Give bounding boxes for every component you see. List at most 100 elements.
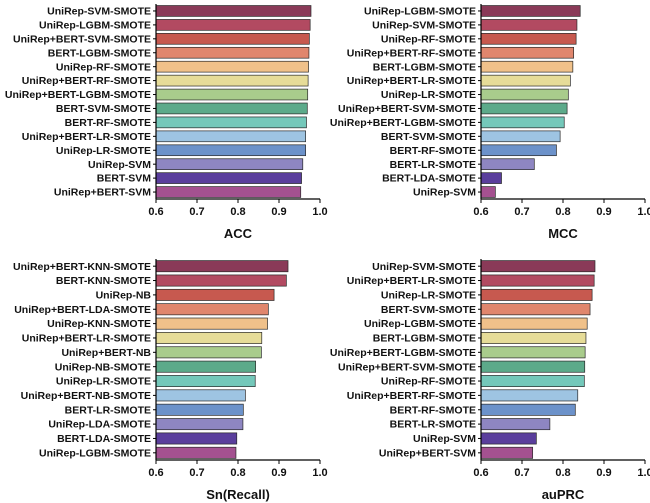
bar [155, 432, 238, 445]
x-tick-label: 0.8 [230, 467, 245, 479]
bar [480, 144, 557, 157]
category-label: UniRep+BERT-KNN-SMOTE [13, 261, 151, 273]
category-label: BERT-LR-SMOTE [390, 419, 476, 431]
bar [480, 186, 496, 198]
x-tick-label: 0.6 [473, 467, 488, 479]
x-tick-label: 0.9 [271, 206, 286, 218]
chart-panel-4: UniRep-SVM-SMOTE UniRep+BERT-LR-SMOTE UniR… [330, 259, 650, 502]
bar [480, 274, 595, 287]
bar [155, 116, 307, 129]
bar [480, 446, 534, 459]
category-label: BERT-LDA-SMOTE [382, 173, 476, 185]
category-label: UniRep-LR-SMOTE [381, 289, 476, 301]
category-label: UniRep-LR-SMOTE [56, 376, 151, 388]
category-label: UniRep+BERT-LR-SMOTE [22, 131, 151, 143]
bar [155, 74, 309, 87]
bar [155, 60, 309, 73]
category-label: UniRep-RF-SMOTE [381, 33, 476, 45]
category-label: UniRep-RF-SMOTE [56, 61, 151, 73]
category-label: BERT-LGBM-SMOTE [373, 333, 476, 345]
category-label: BERT-LR-SMOTE [390, 159, 476, 171]
bar [480, 88, 569, 101]
category-label: UniRep-LGBM-SMOTE [39, 19, 151, 31]
axis-title: MCC [548, 226, 578, 241]
x-tick-label: 0.7 [514, 206, 529, 218]
axis-title: Sn(Recall) [206, 487, 270, 502]
category-label: UniRep+BERT-SVM-SMOTE [338, 361, 476, 373]
category-label: UniRep-RF-SMOTE [381, 376, 476, 388]
category-label: UniRep-LGBM-SMOTE [364, 318, 476, 330]
category-label: BERT-LR-SMOTE [65, 404, 151, 416]
bar [155, 88, 309, 101]
bar [155, 144, 306, 157]
x-tick-label: 0.9 [596, 206, 611, 218]
bar [480, 33, 577, 45]
category-label: UniRep+BERT-NB-SMOTE [21, 390, 151, 402]
x-tick-label: 0.8 [555, 467, 570, 479]
bar [480, 260, 596, 273]
category-label: UniRep-KNN-SMOTE [47, 318, 151, 330]
x-tick-label: 1.0 [637, 206, 650, 218]
bar [480, 303, 591, 316]
x-tick-label: 0.6 [473, 206, 488, 218]
bar [155, 274, 287, 287]
bar [155, 403, 244, 416]
category-label: BERT-SVM [97, 173, 152, 185]
bar [155, 186, 302, 198]
bar [155, 317, 268, 330]
category-label: BERT-SVM-SMOTE [56, 103, 151, 115]
bar [480, 172, 502, 184]
category-label: UniRep+BERT-LR-SMOTE [22, 333, 151, 345]
category-label: UniRep-SVM [88, 159, 151, 171]
bar [480, 317, 588, 330]
category-label: UniRep-LGBM-SMOTE [39, 447, 151, 459]
category-label: UniRep+BERT-LGBM-SMOTE [330, 117, 476, 129]
x-tick-label: 0.8 [555, 206, 570, 218]
category-label: UniRep+BERT-RF-SMOTE [347, 390, 476, 402]
bar [480, 332, 587, 344]
category-label: UniRep-LR-SMOTE [381, 89, 476, 101]
category-label: UniRep-SVM-SMOTE [372, 19, 476, 31]
bar [480, 102, 568, 115]
bar [155, 46, 310, 59]
category-label: BERT-RF-SMOTE [390, 145, 476, 157]
category-label: UniRep-LGBM-SMOTE [364, 6, 476, 18]
category-label: UniRep-NB [96, 289, 152, 301]
bar [155, 130, 306, 143]
category-label: UniRep-NB-SMOTE [55, 361, 151, 373]
category-label: UniRep+BERT-LR-SMOTE [347, 75, 476, 87]
category-label: UniRep+BERT-LGBM-SMOTE [330, 347, 476, 359]
axis-title: ACC [224, 226, 253, 241]
chart-panel-3: UniRep+BERT-KNN-SMOTE BERT-KNN-SMOTE UniRe… [13, 259, 328, 502]
bar [155, 102, 308, 115]
bar [155, 303, 269, 316]
category-label: BERT-LGBM-SMOTE [48, 47, 151, 59]
x-tick-label: 0.6 [148, 206, 163, 218]
bar [480, 418, 551, 431]
x-tick-label: 1.0 [637, 467, 650, 479]
bar [480, 346, 586, 359]
x-tick-label: 1.0 [312, 206, 327, 218]
category-label: UniRep+BERT-RF-SMOTE [347, 47, 476, 59]
x-tick-label: 0.7 [189, 206, 204, 218]
bar [155, 389, 246, 402]
bar [480, 19, 578, 31]
bar [480, 5, 581, 17]
bar [480, 403, 576, 416]
bar [155, 260, 289, 273]
bar [155, 19, 311, 31]
category-label: UniRep-LR-SMOTE [56, 145, 151, 157]
bar [480, 432, 537, 445]
category-label: BERT-RF-SMOTE [65, 117, 151, 129]
x-tick-label: 1.0 [312, 467, 327, 479]
category-label: BERT-KNN-SMOTE [56, 275, 151, 287]
bar [155, 33, 310, 45]
bar [155, 5, 312, 17]
category-label: UniRep+BERT-SVM [379, 447, 476, 459]
bar [480, 288, 593, 301]
x-tick-label: 0.7 [189, 467, 204, 479]
bar [155, 288, 275, 301]
category-label: UniRep-SVM-SMOTE [47, 6, 151, 18]
